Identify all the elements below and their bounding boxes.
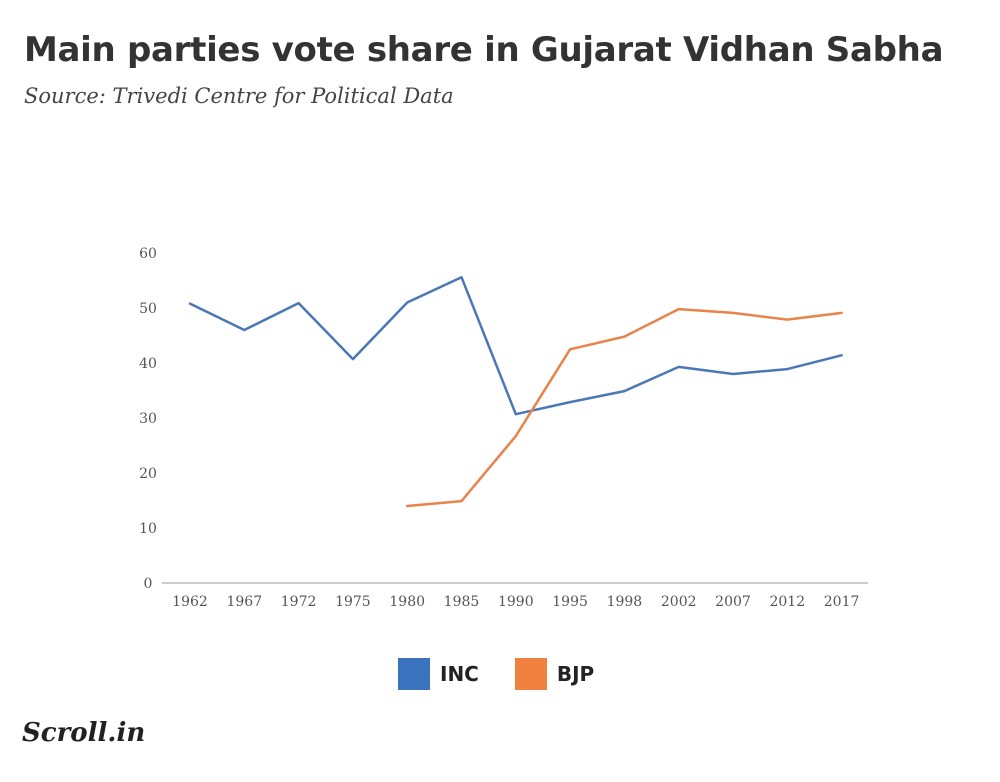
y-tick-label: 50: [139, 301, 157, 317]
series-line-inc: [188, 275, 843, 416]
x-tick-label: 1990: [498, 594, 534, 610]
y-tick-label: 30: [139, 411, 157, 427]
x-tick-label: 2002: [661, 594, 697, 610]
x-tick-label: 1980: [389, 594, 425, 610]
brand-logo: Scroll.in: [22, 718, 146, 748]
x-tick-label: 2012: [769, 594, 805, 610]
x-tick-label: 2007: [715, 594, 751, 610]
legend-swatch-inc: [398, 658, 430, 690]
x-tick-label: 1985: [444, 594, 480, 610]
legend-item-inc: INC: [398, 658, 479, 690]
y-tick-label: 0: [144, 576, 153, 592]
x-tick-label: 1975: [335, 594, 371, 610]
x-tick-label: 2017: [824, 594, 860, 610]
series-line-bjp: [405, 307, 843, 508]
x-tick-label: 1967: [226, 594, 262, 610]
x-tick-label: 1972: [281, 594, 317, 610]
x-tick-label: 1962: [172, 594, 208, 610]
legend-swatch-bjp: [514, 658, 547, 690]
y-tick-label: 60: [139, 246, 157, 262]
chart-subtitle: Source: Trivedi Centre for Political Dat…: [24, 84, 454, 108]
x-tick-label: 1995: [552, 594, 588, 610]
legend-label-inc: INC: [440, 662, 479, 686]
chart-title: Main parties vote share in Gujarat Vidha…: [24, 30, 944, 70]
y-tick-label: 20: [139, 466, 157, 482]
legend: INC BJP: [398, 658, 630, 690]
legend-item-bjp: BJP: [514, 658, 595, 690]
y-tick-label: 10: [139, 521, 157, 537]
y-tick-label: 40: [139, 356, 157, 372]
x-tick-label: 1998: [607, 594, 643, 610]
legend-label-bjp: BJP: [556, 662, 595, 686]
